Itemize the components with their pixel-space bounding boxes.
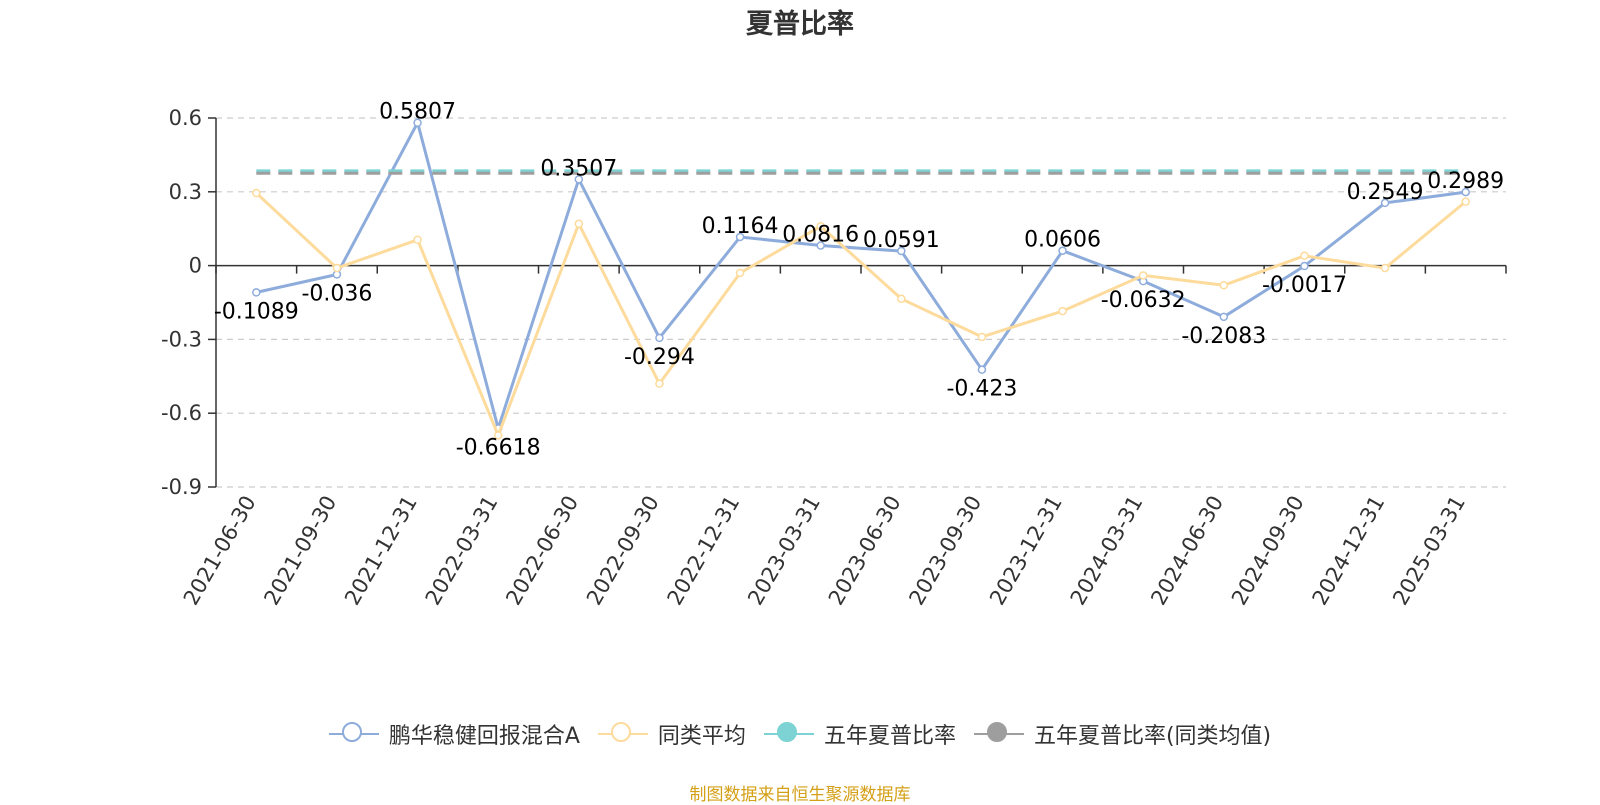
- series-point-1: [1461, 197, 1470, 206]
- series-point-1: [1219, 281, 1229, 290]
- data-label: -0.423: [946, 377, 1017, 402]
- data-label: -0.294: [624, 345, 695, 370]
- axes: 0.60.30-0.3-0.6-0.92021-06-302021-09-302…: [161, 106, 1507, 610]
- data-label: 0.2989: [1427, 169, 1504, 194]
- series-point-1: [1380, 263, 1390, 273]
- series-point-0: [252, 288, 261, 297]
- series-line-0: [255, 121, 1466, 430]
- legend-filled-circle-icon: [986, 722, 1007, 742]
- series-point-0: [1219, 312, 1229, 322]
- series-point-1: [1300, 251, 1309, 261]
- series-point-1: [897, 294, 906, 304]
- chart-title: 夏普比率: [746, 9, 854, 40]
- x-tick-label: 2024-03-31: [1066, 492, 1148, 610]
- series-point-0: [1380, 198, 1390, 208]
- x-tick-label: 2022-12-31: [663, 492, 745, 610]
- series-point-1: [1058, 306, 1067, 316]
- y-tick-label: -0.6: [161, 401, 202, 425]
- data-label: 0.0591: [863, 228, 940, 253]
- data-label: 0.0816: [782, 223, 859, 248]
- y-tick-label: 0.6: [169, 106, 202, 130]
- series-point-1: [1138, 271, 1148, 280]
- series-point-0: [1461, 187, 1470, 197]
- legend-item-peer-average[interactable]: 同类平均: [597, 718, 746, 750]
- legend-label-five-year-sharpe-peer: 五年夏普比率(同类均值): [1033, 724, 1272, 749]
- series-line-1: [255, 191, 1467, 437]
- series-lines: [252, 118, 1470, 440]
- chart-legend: 鹏华稳健回报混合A 同类平均 五年夏普比率 五年夏普比率(同类均值): [0, 718, 1600, 750]
- legend-item-five-year-sharpe-peer[interactable]: 五年夏普比率(同类均值): [973, 718, 1272, 750]
- x-tick-label: 2025-03-31: [1388, 492, 1470, 610]
- x-tick-label: 2023-12-31: [985, 492, 1067, 610]
- series-point-0: [655, 333, 664, 343]
- data-label: -0.036: [301, 281, 372, 306]
- legend-label-five-year-sharpe: 五年夏普比率: [823, 724, 956, 749]
- x-tick-label: 2024-06-30: [1146, 492, 1228, 610]
- series-point-1: [977, 332, 987, 342]
- legend-item-five-year-sharpe[interactable]: 五年夏普比率: [763, 718, 956, 750]
- legend-symbol-five-year-sharpe: [763, 720, 814, 748]
- data-label: -0.0017: [1262, 273, 1347, 298]
- data-label: 0.0606: [1024, 228, 1101, 253]
- series-point-0: [816, 241, 825, 250]
- y-tick-label: 0.3: [169, 180, 202, 204]
- legend-filled-circle-icon: [776, 722, 797, 742]
- data-label: 0.2549: [1347, 180, 1424, 205]
- data-label: -0.2083: [1181, 324, 1266, 349]
- series-point-0: [977, 365, 987, 374]
- series-point-1: [413, 235, 422, 245]
- legend-hollow-circle-icon: [341, 722, 362, 742]
- source-note: 制图数据来自恒生聚源数据库: [689, 785, 911, 805]
- x-tick-label: 2021-06-30: [179, 492, 261, 610]
- legend-label-peer-average: 同类平均: [657, 724, 746, 749]
- grid-lines: [216, 117, 1506, 488]
- data-label: -0.0632: [1101, 288, 1186, 313]
- legend-label-fund: 鹏华稳健回报混合A: [388, 724, 580, 749]
- data-label: 0.5807: [379, 100, 456, 125]
- legend-symbol-five-year-sharpe-peer: [973, 720, 1024, 748]
- data-label: -0.6618: [456, 435, 541, 460]
- x-tick-label: 2022-09-30: [582, 492, 664, 610]
- series-point-1: [574, 219, 584, 229]
- x-tick-label: 2023-06-30: [824, 492, 906, 610]
- y-tick-label: -0.9: [161, 475, 202, 499]
- legend-symbol-fund: [328, 720, 379, 748]
- data-labels: -0.1089-0.036 0.5807 -0.6618 0.3507 -0.294 0.…: [214, 100, 1504, 461]
- data-label: 0.3507: [540, 156, 617, 181]
- legend-hollow-circle-icon: [610, 722, 631, 742]
- data-label: -0.1089: [214, 299, 299, 324]
- x-tick-label: 2024-12-31: [1308, 492, 1390, 610]
- sharpe-ratio-line-chart: 0.60.30-0.3-0.6-0.92021-06-302021-09-302…: [161, 100, 1507, 610]
- x-tick-label: 2023-09-30: [904, 492, 986, 610]
- y-tick-label: 0: [189, 254, 202, 278]
- series-point-0: [1300, 261, 1309, 271]
- y-tick-label: -0.3: [161, 327, 202, 351]
- series-point-0: [735, 232, 745, 242]
- series-point-0: [413, 118, 422, 127]
- series-point-1: [252, 188, 261, 198]
- x-tick-label: 2023-03-31: [743, 492, 825, 610]
- x-tick-label: 2022-06-30: [501, 492, 583, 610]
- data-label: 0.1164: [702, 214, 779, 239]
- legend-item-fund[interactable]: 鹏华稳健回报混合A: [328, 718, 580, 750]
- series-point-0: [574, 175, 584, 184]
- x-tick-label: 2021-09-30: [259, 492, 341, 610]
- series-point-1: [816, 221, 825, 231]
- series-point-0: [897, 246, 906, 256]
- x-tick-label: 2022-03-31: [421, 492, 503, 610]
- x-tick-label: 2024-09-30: [1227, 492, 1309, 610]
- x-tick-label: 2021-12-31: [340, 492, 422, 610]
- series-point-1: [655, 379, 664, 388]
- series-point-1: [493, 431, 503, 440]
- series-point-1: [332, 263, 342, 273]
- series-point-0: [1058, 246, 1067, 255]
- series-point-1: [735, 268, 745, 278]
- legend-symbol-peer-average: [597, 720, 648, 748]
